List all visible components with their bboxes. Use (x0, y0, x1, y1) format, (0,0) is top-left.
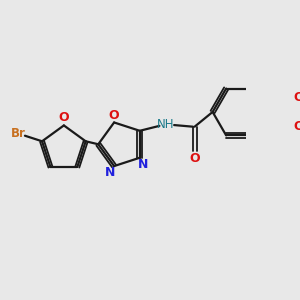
Text: O: O (293, 91, 300, 104)
Text: O: O (293, 120, 300, 133)
Text: NH: NH (157, 118, 175, 131)
Text: N: N (138, 158, 148, 171)
Text: N: N (105, 166, 115, 179)
Text: O: O (189, 152, 200, 165)
Text: O: O (109, 109, 119, 122)
Text: Br: Br (11, 127, 26, 140)
Text: O: O (58, 111, 69, 124)
